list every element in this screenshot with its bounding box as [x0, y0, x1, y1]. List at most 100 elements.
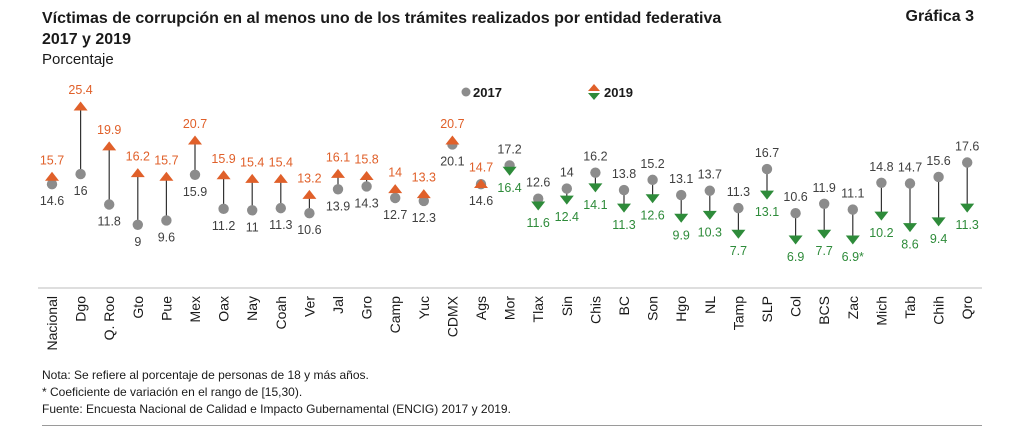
- point-2017: [104, 199, 115, 210]
- point-2019: [73, 101, 88, 111]
- point-2017: [819, 198, 830, 209]
- point-2017: [247, 205, 258, 216]
- data-label-2019: 11.3: [612, 218, 635, 232]
- data-label-2019: 20.7: [183, 117, 207, 131]
- category-nl: 13.7 10.3 NL: [698, 168, 722, 314]
- data-label-2017: 15.2: [640, 157, 664, 171]
- x-tick-label: Camp: [387, 296, 403, 334]
- data-label-2019: 10.2: [869, 226, 893, 240]
- x-tick-label: NL: [702, 296, 718, 314]
- point-2019: [588, 183, 603, 193]
- category-bc: 13.8 11.3 BC: [612, 167, 636, 315]
- data-label-2017: 14.6: [40, 194, 64, 208]
- point-2017: [590, 167, 601, 178]
- category-cdmx: 20.7 20.1 CDMX: [440, 117, 464, 337]
- point-2017: [847, 204, 858, 215]
- point-2017: [790, 208, 801, 219]
- legend: 2017 2019: [461, 84, 633, 100]
- x-tick-label: Sin: [559, 296, 575, 316]
- x-tick-label: Gro: [359, 296, 375, 320]
- point-2019: [674, 213, 689, 223]
- data-label-2017: 15.6: [926, 154, 950, 168]
- point-2019: [702, 210, 717, 220]
- category-zac: 11.1 6.9* Zac: [841, 187, 864, 320]
- point-2017: [733, 202, 744, 214]
- point-2019: [445, 135, 460, 145]
- category-pue: 15.7 9.6 Pue: [154, 153, 178, 321]
- category-gto: 16.2 9 Gto: [126, 150, 150, 319]
- point-2019: [188, 135, 202, 145]
- category-chis: 16.2 14.1 Chis: [583, 150, 607, 324]
- data-label-2019: 15.9: [211, 152, 235, 166]
- category-q-roo: 19.9 11.8 Q. Roo: [97, 123, 121, 341]
- x-tick-label: CDMX: [444, 295, 460, 337]
- category-mor: 17.2 16.4 Mor: [497, 142, 521, 320]
- chart-title: Víctimas de corrupción en al menos uno d…: [42, 8, 842, 50]
- point-2019: [931, 217, 946, 227]
- data-label-2017: 12.7: [383, 208, 407, 222]
- point-2017: [189, 169, 201, 181]
- category-coah: 15.4 11.3 Coah: [269, 155, 293, 329]
- x-tick-label: Nacional: [44, 296, 60, 350]
- x-tick-label: Nay: [244, 296, 260, 321]
- data-label-2017: 12.6: [526, 176, 550, 190]
- x-tick-label: Mex: [187, 296, 203, 322]
- data-label-2017: 14.7: [898, 161, 922, 175]
- category-sin: 14 12.4 Sin: [555, 166, 579, 317]
- point-2019: [788, 235, 803, 245]
- data-label-2019: 15.4: [269, 155, 293, 169]
- category-jal: 16.1 13.9 Jal: [326, 150, 350, 314]
- x-tick-label: Tab: [902, 296, 918, 319]
- data-label-2017: 9: [134, 235, 141, 249]
- point-2017: [704, 185, 715, 196]
- x-tick-label: Tamp: [730, 296, 746, 330]
- data-label-2019: 10.3: [698, 225, 722, 239]
- point-2017: [618, 184, 630, 196]
- data-label-2017: 11.9: [812, 181, 835, 195]
- data-label-2019: 9.9: [673, 228, 690, 242]
- point-2019: [130, 168, 145, 178]
- point-2017: [904, 178, 916, 189]
- category-ver: 13.2 10.6 Ver: [297, 171, 321, 317]
- category-nay: 15.4 11 Nay: [240, 155, 264, 320]
- point-2017: [332, 184, 344, 195]
- data-label-2017: 14.3: [354, 196, 378, 210]
- data-label-2019: 13.2: [297, 171, 321, 185]
- data-label-2017: 11.2: [212, 219, 235, 233]
- point-2017: [161, 215, 172, 226]
- point-2017: [933, 171, 944, 183]
- data-label-2019: 16.2: [126, 150, 150, 164]
- data-label-2017: 16.2: [583, 150, 607, 164]
- point-2019: [559, 195, 574, 205]
- unit-label: Porcentaje: [42, 51, 114, 68]
- x-tick-label: Ver: [301, 296, 317, 317]
- legend-2019-label: 2019: [604, 85, 633, 100]
- category-mex: 20.7 15.9 Mex: [183, 117, 207, 322]
- data-label-2017: 11.3: [269, 218, 292, 232]
- category-tamp: 11.3 7.7 Tamp: [727, 185, 750, 330]
- data-label-2019: 7.7: [816, 244, 833, 258]
- category-hgo: 13.1 9.9 Hgo: [669, 172, 693, 322]
- x-tick-label: Chih: [931, 296, 947, 325]
- data-label-2017: 20.1: [440, 154, 464, 168]
- data-label-2017: 17.2: [497, 142, 521, 156]
- x-tick-label: Jal: [330, 296, 346, 314]
- point-2019: [388, 184, 403, 194]
- data-label-2019: 12.4: [555, 210, 579, 224]
- point-2019: [159, 171, 174, 181]
- point-2019: [960, 203, 975, 213]
- category-bcs: 11.9 7.7 BCS: [812, 181, 835, 325]
- data-label-2019: 11.3: [955, 218, 978, 232]
- data-label-2019: 12.6: [640, 209, 664, 223]
- data-label-2019: 13.1: [755, 205, 779, 219]
- x-tick-label: Son: [645, 296, 661, 321]
- x-tick-label: Gto: [130, 296, 146, 319]
- x-tick-label: Col: [788, 296, 804, 317]
- point-2019: [273, 173, 288, 183]
- data-label-2017: 11: [246, 220, 259, 234]
- point-2019: [102, 141, 117, 151]
- x-tick-label: SLP: [759, 296, 775, 322]
- data-label-2019: 9.4: [930, 232, 947, 246]
- point-2019: [245, 173, 260, 183]
